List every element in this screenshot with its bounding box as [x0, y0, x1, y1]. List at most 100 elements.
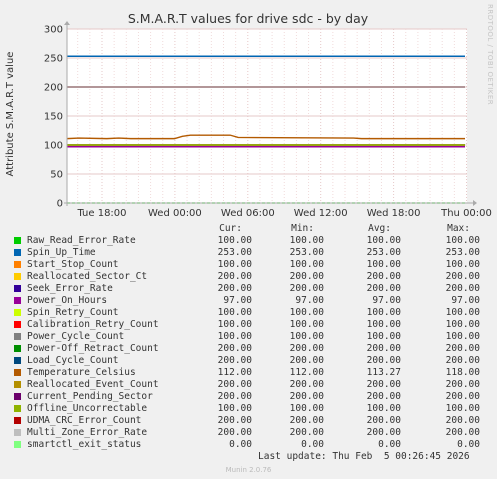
legend-avg-value: 100.00	[366, 235, 401, 246]
legend-swatch	[14, 369, 21, 376]
col-header-max: Max:	[447, 223, 470, 234]
legend-min-value: 200.00	[289, 343, 324, 354]
legend-max-value: 100.00	[445, 259, 480, 270]
legend-label: Seek_Error_Rate	[27, 283, 113, 294]
legend-min-value: 100.00	[289, 235, 324, 246]
legend-cur-value: 200.00	[217, 355, 252, 366]
legend-row: Calibration_Retry_Count 100.00 100.00 100.0…	[14, 319, 484, 331]
legend-cur-value: 100.00	[217, 307, 252, 318]
munin-version: Munin 2.0.76	[225, 466, 272, 474]
legend-avg-value: 253.00	[366, 247, 401, 258]
series-line-temperature-celsius	[66, 134, 465, 140]
legend-avg-value: 100.00	[366, 403, 401, 414]
legend-avg-value: 200.00	[366, 355, 401, 366]
legend-cur-value: 200.00	[217, 415, 252, 426]
legend-label: Multi_Zone_Error_Rate	[27, 427, 148, 438]
legend-max-value: 200.00	[445, 283, 480, 294]
legend-max-value: 100.00	[445, 319, 480, 330]
x-tick-label: Wed 12:00	[294, 208, 348, 219]
legend-cur-value: 100.00	[217, 403, 252, 414]
legend-label: Calibration_Retry_Count	[27, 319, 159, 330]
legend-cur-value: 97.00	[223, 295, 252, 306]
legend-min-value: 200.00	[289, 283, 324, 294]
legend-min-value: 200.00	[289, 415, 324, 426]
legend-avg-value: 200.00	[366, 415, 401, 426]
legend-swatch	[14, 321, 21, 328]
y-tick-label: 300	[44, 25, 63, 36]
legend-label: Current_Pending_Sector	[27, 391, 153, 402]
legend-row: Seek_Error_Rate 200.00 200.00 200.00 200.00	[14, 283, 484, 295]
y-axis-label: Attribute S.M.A.R.T value	[5, 52, 16, 177]
x-tick-label: Wed 18:00	[367, 208, 421, 219]
y-tick-label: 150	[44, 112, 63, 123]
legend-row: Load_Cycle_Count 200.00 200.00 200.00 200.00	[14, 355, 484, 367]
legend-max-value: 200.00	[445, 271, 480, 282]
x-tick-label: Tue 18:00	[76, 208, 126, 219]
legend-label: Reallocated_Event_Count	[27, 379, 159, 390]
legend-cur-value: 0.00	[229, 439, 252, 450]
legend-avg-value: 100.00	[366, 319, 401, 330]
legend-label: Temperature_Celsius	[27, 367, 136, 378]
legend-cur-value: 253.00	[217, 247, 252, 258]
x-tick-label: Wed 00:00	[148, 208, 202, 219]
legend-swatch	[14, 297, 21, 304]
legend-avg-value: 100.00	[366, 331, 401, 342]
legend-min-value: 100.00	[289, 331, 324, 342]
legend-cur-value: 100.00	[217, 319, 252, 330]
legend-max-value: 253.00	[445, 247, 480, 258]
legend-avg-value: 200.00	[366, 271, 401, 282]
legend-label: Power_On_Hours	[27, 295, 108, 306]
legend-cur-value: 200.00	[217, 271, 252, 282]
col-header-cur: Cur:	[219, 223, 242, 234]
legend-swatch	[14, 441, 21, 448]
legend-row: Reallocated_Sector_Ct 200.00 200.00 200.00 2…	[14, 271, 484, 283]
legend-row: Temperature_Celsius 112.00 112.00 113.27 118…	[14, 367, 484, 379]
legend-swatch	[14, 285, 21, 292]
legend-row: UDMA_CRC_Error_Count 200.00 200.00 200.00 20…	[14, 415, 484, 427]
legend-row: Power_Cycle_Count 100.00 100.00 100.00 100.0…	[14, 331, 484, 343]
legend-min-value: 200.00	[289, 391, 324, 402]
legend-label: Power_Cycle_Count	[27, 331, 125, 342]
legend-min-value: 200.00	[289, 427, 324, 438]
y-tick-label: 250	[44, 54, 63, 65]
legend-cur-value: 200.00	[217, 427, 252, 438]
legend-label: Spin_Retry_Count	[27, 307, 119, 318]
legend-swatch	[14, 417, 21, 424]
legend-max-value: 200.00	[445, 343, 480, 354]
legend-row: Reallocated_Event_Count 200.00 200.00 200.0…	[14, 379, 484, 391]
legend-row: Multi_Zone_Error_Rate 200.00 200.00 200.00 2…	[14, 427, 484, 439]
legend-cur-value: 100.00	[217, 331, 252, 342]
legend-max-value: 100.00	[445, 403, 480, 414]
legend-max-value: 200.00	[445, 379, 480, 390]
legend-avg-value: 200.00	[366, 343, 401, 354]
y-tick-label: 50	[50, 170, 63, 181]
legend-swatch	[14, 381, 21, 388]
legend-cur-value: 200.00	[217, 343, 252, 354]
legend-cur-value: 200.00	[217, 283, 252, 294]
legend-avg-value: 200.00	[366, 283, 401, 294]
legend-row: Spin_Up_Time 253.00 253.00 253.00 253.00	[14, 247, 484, 259]
legend-avg-value: 200.00	[366, 391, 401, 402]
legend-row: Raw_Read_Error_Rate 100.00 100.00 100.00 100…	[14, 235, 484, 247]
legend-avg-value: 97.00	[372, 295, 401, 306]
legend-max-value: 100.00	[445, 307, 480, 318]
legend-min-value: 97.00	[295, 295, 324, 306]
legend-swatch	[14, 429, 21, 436]
legend-label: Spin_Up_Time	[27, 247, 96, 258]
legend-min-value: 253.00	[289, 247, 324, 258]
legend-min-value: 200.00	[289, 271, 324, 282]
x-tick-label: Wed 06:00	[221, 208, 275, 219]
legend-label: UDMA_CRC_Error_Count	[27, 415, 142, 426]
legend-swatch	[14, 357, 21, 364]
legend-min-value: 200.00	[289, 379, 324, 390]
y-tick-label: 200	[44, 83, 63, 94]
legend-label: Load_Cycle_Count	[27, 355, 119, 366]
legend-swatch	[14, 261, 21, 268]
legend-avg-value: 200.00	[366, 427, 401, 438]
legend-row: Power_On_Hours 97.00 97.00 97.00 97.00	[14, 295, 484, 307]
legend-min-value: 200.00	[289, 355, 324, 366]
legend-label: Offline_Uncorrectable	[27, 403, 148, 414]
legend-swatch	[14, 345, 21, 352]
legend-max-value: 0.00	[457, 439, 480, 450]
legend-max-value: 100.00	[445, 331, 480, 342]
